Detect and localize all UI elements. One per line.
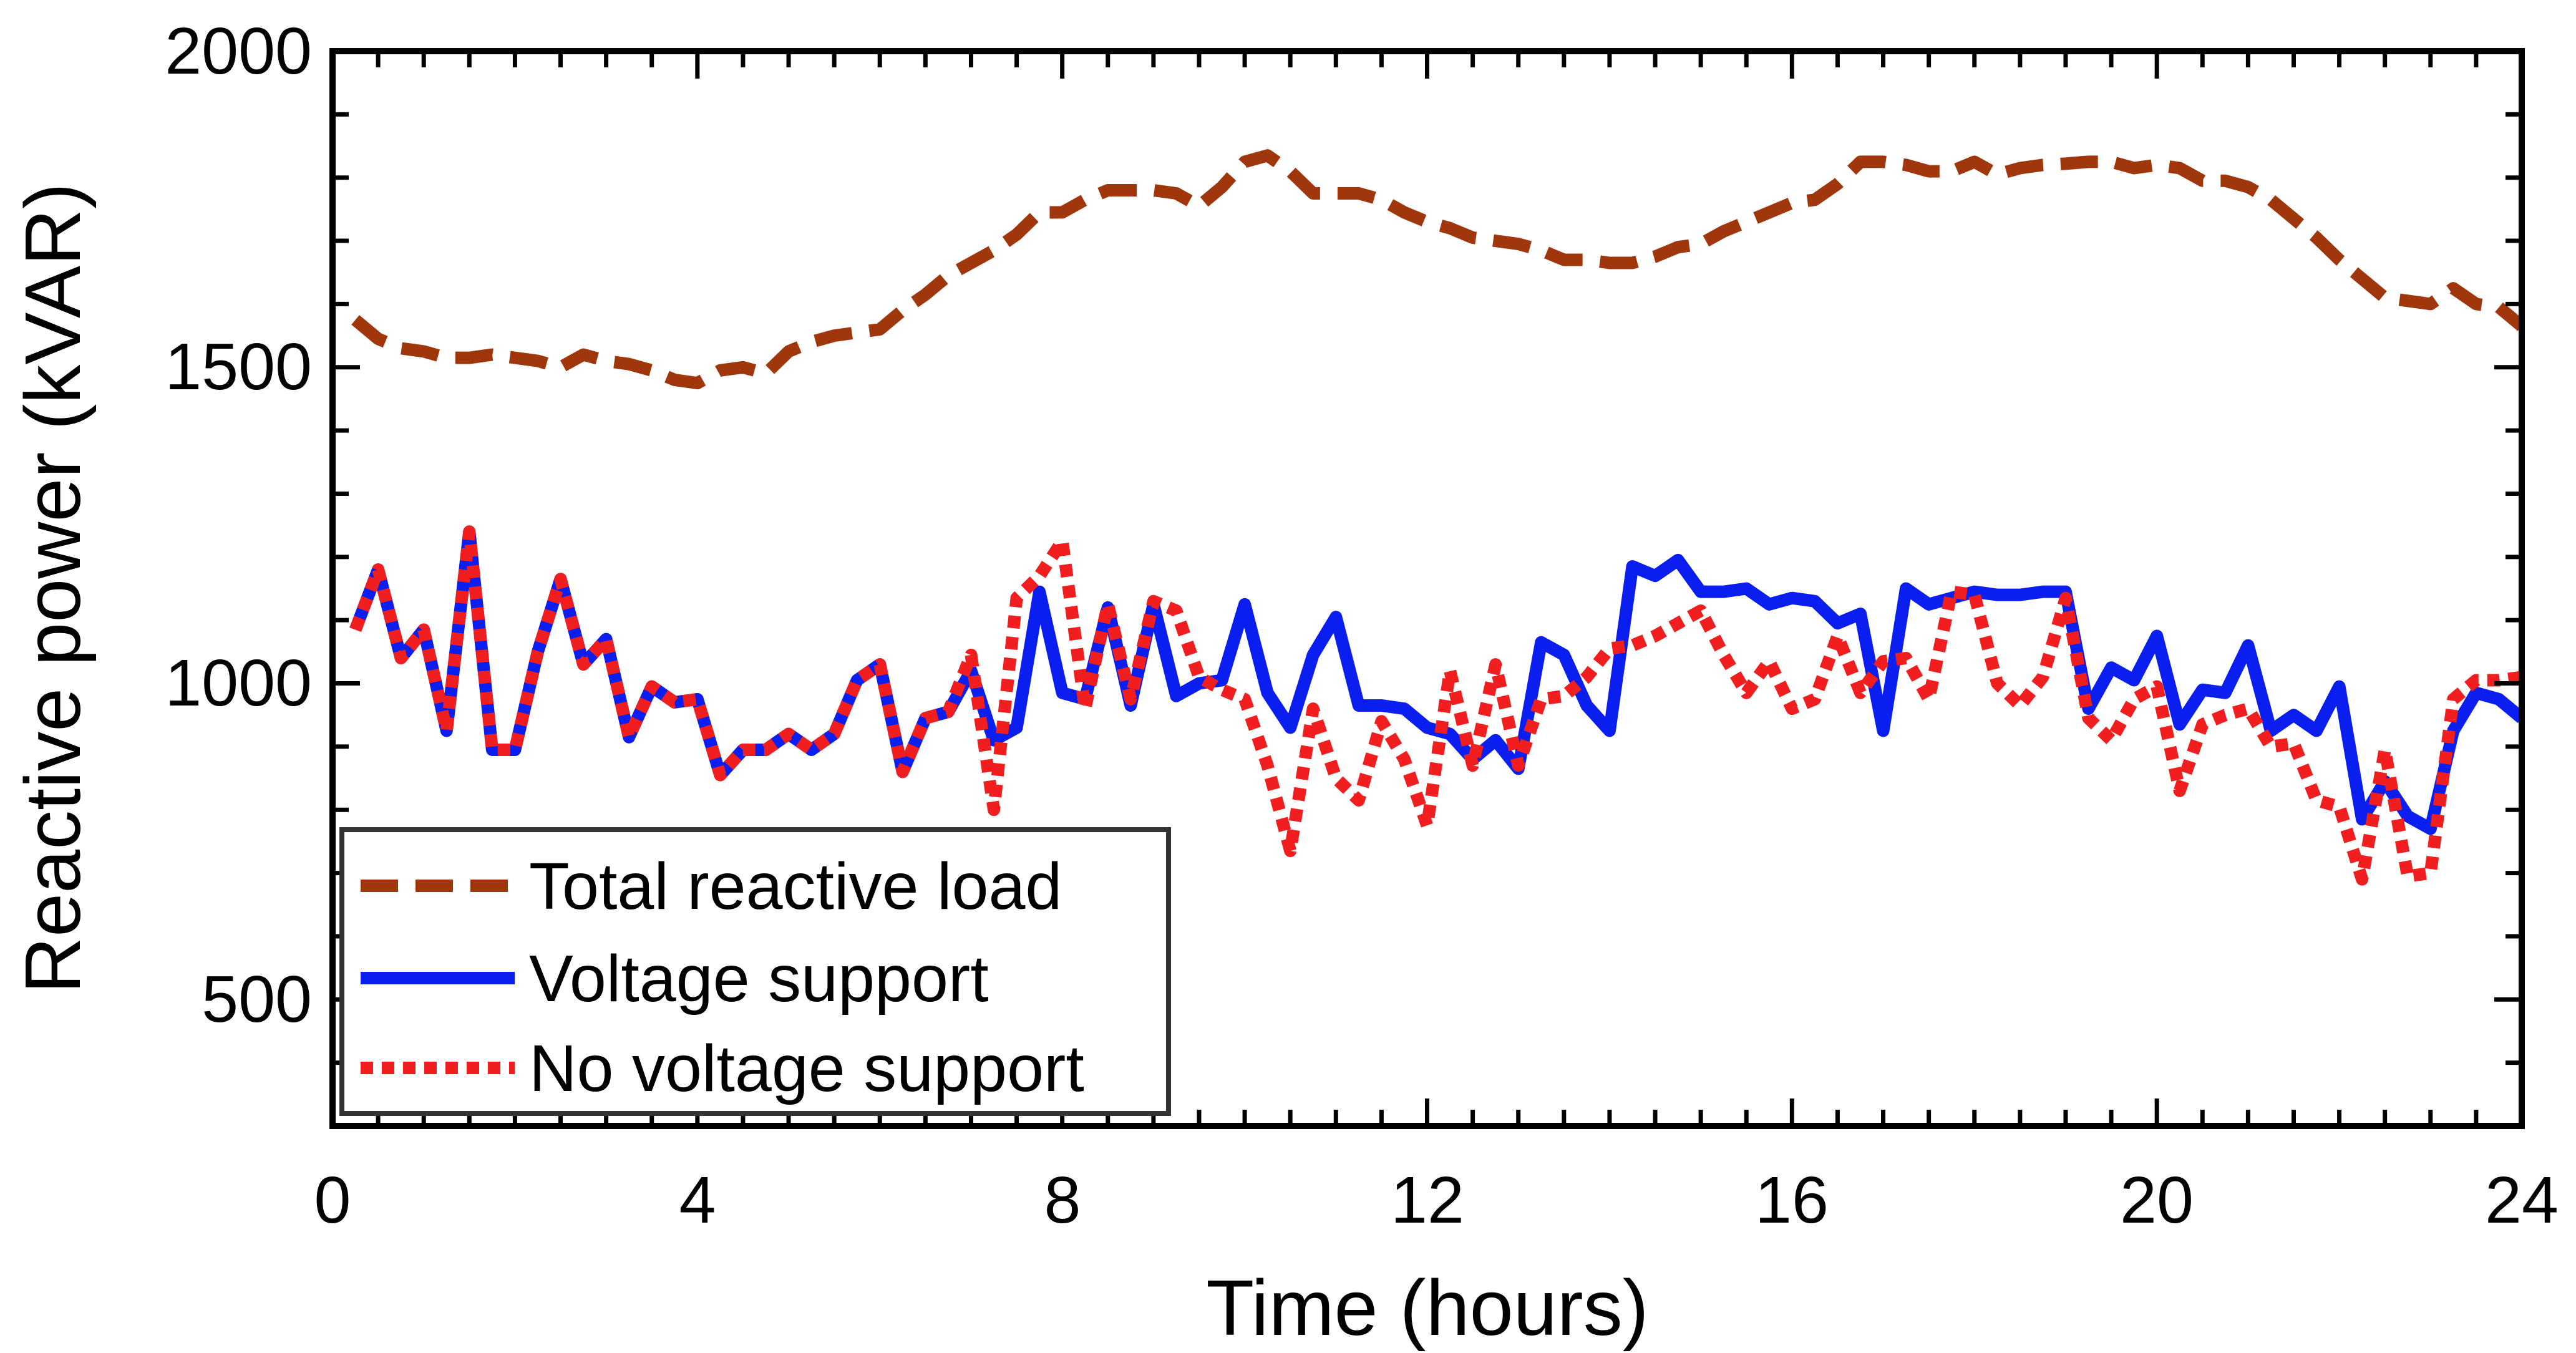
x-tick-label: 8	[1044, 1163, 1081, 1237]
x-axis-title: Time (hours)	[1206, 1264, 1648, 1352]
x-tick-label: 4	[679, 1163, 716, 1237]
y-tick-label: 1000	[165, 646, 312, 720]
legend-label-total-reactive-load: Total reactive load	[529, 850, 1062, 923]
x-tick-label: 20	[2120, 1163, 2194, 1237]
x-tick-label: 12	[1391, 1163, 1464, 1237]
x-tick-label: 24	[2485, 1163, 2559, 1237]
series-line-no-voltage-support	[349, 525, 2522, 886]
plot-frame	[329, 48, 2525, 1129]
x-tick-label: 16	[1755, 1163, 1829, 1237]
series-layer	[349, 149, 2522, 886]
legend-label-voltage-support: Voltage support	[529, 942, 989, 1016]
y-axis-title: Reactive power (kVAR)	[9, 183, 97, 994]
legend-label-no-voltage-support: No voltage support	[529, 1032, 1084, 1105]
legend: Total reactive load Voltage support No v…	[339, 827, 1171, 1116]
y-tick-label: 2000	[165, 14, 312, 88]
x-tick-label: 0	[314, 1163, 351, 1237]
x-tick-labels: 0 4 8 12 16 20 24	[314, 1163, 2559, 1237]
legend-box	[339, 827, 1171, 1116]
y-tick-label: 1500	[165, 330, 312, 404]
y-tick-label: 500	[202, 963, 312, 1036]
y-tick-labels: 500 1000 1500 2000	[165, 14, 312, 1036]
